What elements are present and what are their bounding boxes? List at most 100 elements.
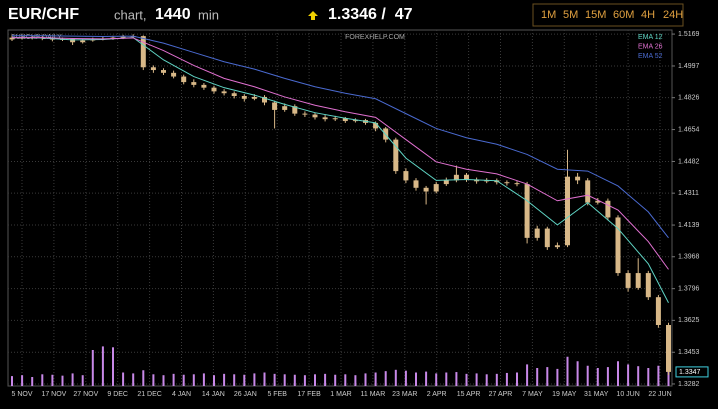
volume-bar	[596, 368, 599, 386]
volume-bar	[243, 374, 246, 386]
candle-body	[504, 182, 510, 184]
legend-entry: EMA 12	[638, 34, 663, 41]
candle-body	[433, 184, 439, 192]
candle-body	[635, 273, 641, 288]
candle-body	[140, 36, 146, 68]
x-tick-label: 22 JUN	[648, 391, 671, 398]
last-price-box	[675, 366, 709, 378]
candle-body	[514, 183, 520, 185]
candle-body	[544, 228, 550, 248]
volume-bar	[546, 367, 549, 386]
timeframe-button[interactable]: 4H	[641, 9, 655, 21]
y-tick-label: 1.4139	[678, 222, 700, 229]
volume-bar	[152, 374, 155, 386]
volume-bar	[415, 372, 417, 386]
candle-body	[302, 113, 308, 115]
candle-body	[221, 91, 227, 94]
candle-body	[554, 245, 560, 248]
volume-bar	[11, 376, 13, 386]
candle-body	[534, 228, 540, 238]
up-arrow	[308, 11, 318, 20]
candle-body	[524, 184, 530, 238]
candle-body	[625, 273, 631, 288]
candle-body	[615, 217, 621, 274]
x-tick-label: 26 JAN	[234, 391, 257, 398]
timeframe-button[interactable]: 1M	[541, 9, 556, 21]
candle-body	[565, 176, 570, 246]
volume-bar	[657, 365, 660, 386]
candle-body	[150, 67, 156, 71]
candle-body	[666, 324, 671, 372]
volume-bar	[324, 373, 327, 386]
volume-bar	[223, 373, 226, 386]
volume-bar	[91, 350, 94, 386]
volume-bar	[404, 370, 407, 386]
candle-body	[413, 180, 419, 188]
volume-bar	[303, 375, 306, 386]
candle-body	[9, 37, 15, 40]
candle-body	[322, 117, 328, 120]
candle-body	[171, 72, 177, 77]
volume-bar	[617, 361, 619, 386]
volume-bar	[526, 364, 529, 386]
candle-body	[262, 96, 267, 103]
x-tick-label: 19 MAY	[552, 391, 577, 398]
y-tick-label: 1.4997	[678, 63, 700, 70]
volume-bar	[293, 374, 296, 386]
candle-body	[70, 38, 76, 43]
y-tick-label: 1.3968	[678, 254, 700, 261]
candle-body	[211, 87, 217, 92]
candle-body	[605, 200, 611, 218]
timeframe-button[interactable]: 24H	[663, 9, 683, 21]
volume-bar	[71, 373, 74, 386]
timeframe-button[interactable]: 5M	[563, 9, 578, 21]
volume-bar	[192, 374, 195, 386]
candle-body	[292, 106, 298, 114]
x-tick-label: 10 JUN	[616, 391, 639, 398]
volume-bar	[667, 367, 670, 386]
candle-body	[332, 118, 338, 120]
volume-bar	[576, 361, 579, 386]
x-tick-label: 27 NOV	[73, 391, 98, 398]
volume-bar	[273, 373, 276, 386]
candle-body	[312, 114, 318, 118]
candle-body	[241, 96, 247, 99]
volume-bar	[334, 374, 337, 386]
y-tick-label: 1.4826	[678, 95, 700, 102]
x-tick-label: 27 APR	[489, 391, 513, 398]
volume-bar	[81, 375, 84, 386]
volume-bar	[566, 356, 569, 386]
volume-bar	[41, 374, 44, 386]
x-tick-label: 17 NOV	[41, 391, 66, 398]
volume-bar	[465, 373, 468, 386]
volume-bar	[425, 371, 428, 386]
candle-body	[342, 118, 348, 122]
candle-body	[120, 36, 126, 38]
volume-bar	[202, 373, 205, 386]
volume-bar	[172, 373, 175, 386]
candle-body	[161, 70, 166, 73]
volume-bar	[112, 347, 114, 386]
timeframe-button[interactable]: 60M	[613, 9, 634, 21]
volume-bar	[31, 377, 34, 386]
plot-frame	[7, 29, 673, 387]
legend-entry: EMA 52	[638, 53, 663, 60]
candle-body	[484, 180, 490, 182]
volume-bar	[627, 364, 630, 386]
candle-body	[575, 176, 581, 181]
y-tick-label: 1.3282	[678, 381, 700, 388]
volume-bar	[364, 373, 367, 386]
legend-entry: EMA 26	[638, 43, 663, 50]
candle-body	[251, 96, 257, 99]
volume-bar	[394, 369, 397, 386]
x-tick-label: 9 DEC	[107, 391, 128, 398]
y-tick-label: 1.4311	[678, 190, 699, 197]
candle-body	[423, 187, 429, 192]
timeframe-button[interactable]: 15M	[585, 9, 606, 21]
volume-bar	[283, 374, 286, 386]
candle-body	[352, 120, 358, 122]
x-tick-label: 15 APR	[457, 391, 481, 398]
volume-bar	[182, 374, 185, 386]
last-price-label: 1.3347	[679, 369, 701, 376]
y-tick-label: 1.3625	[678, 317, 700, 324]
